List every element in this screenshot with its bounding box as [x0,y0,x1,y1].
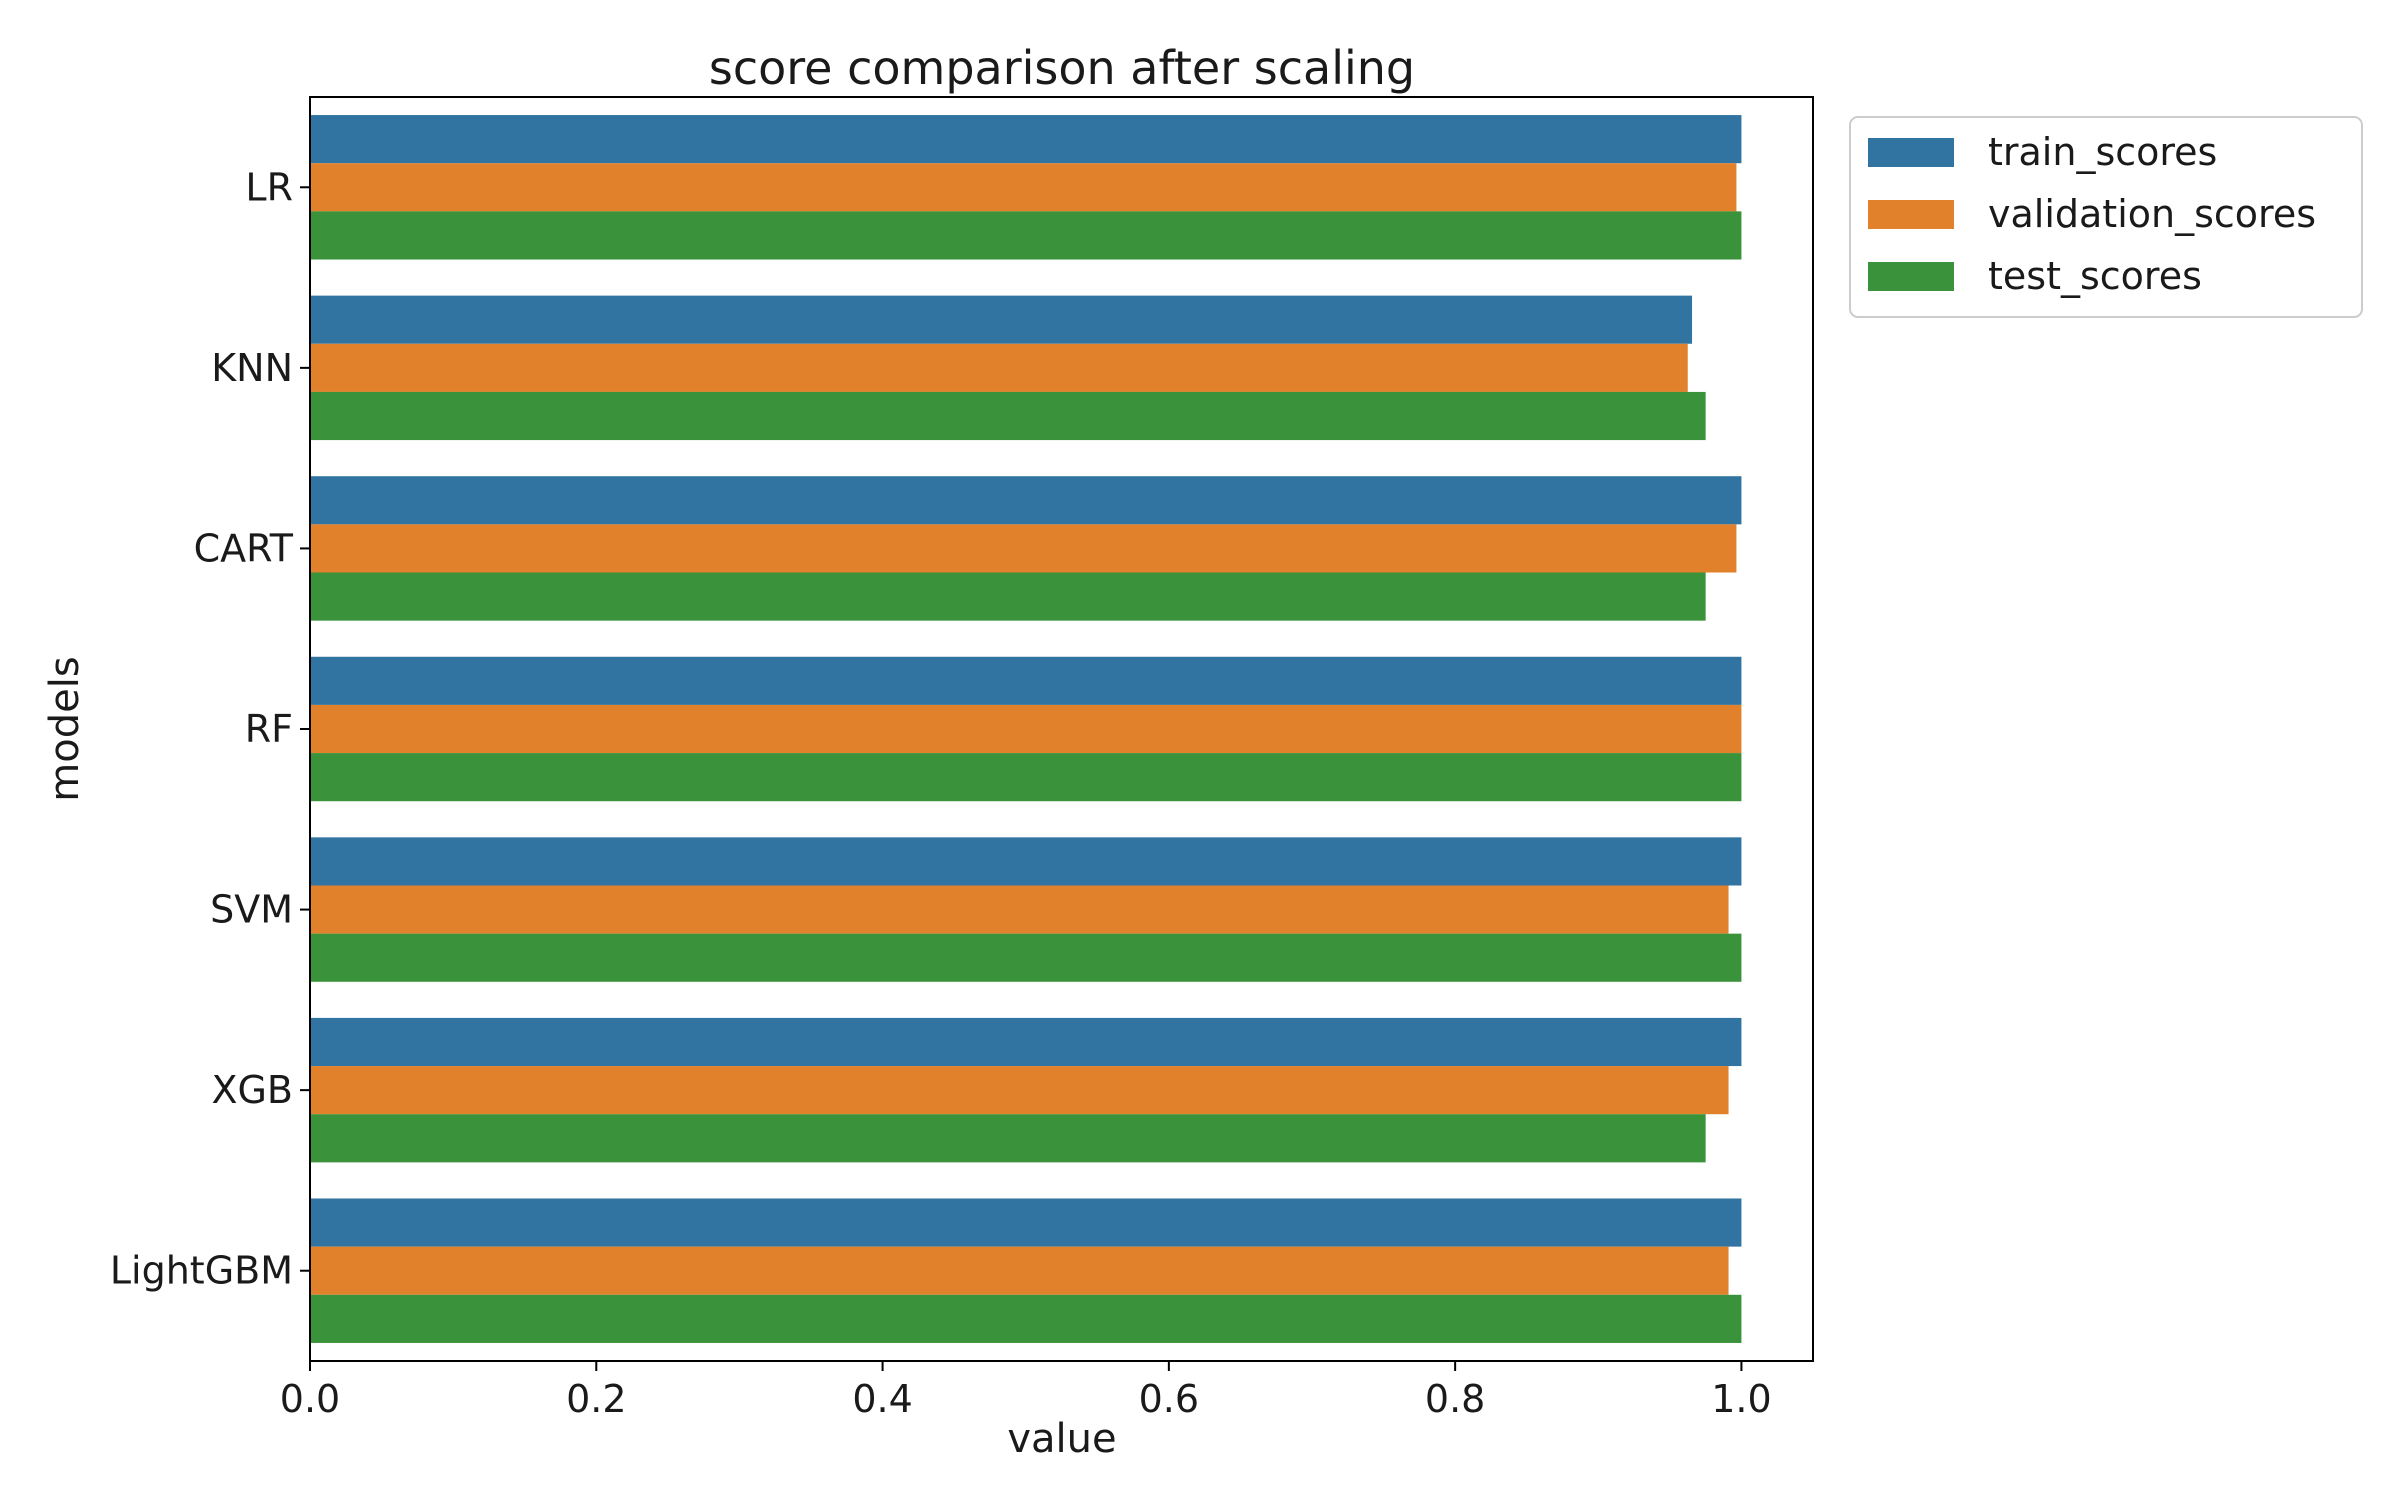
bar-knn-validation-scores [310,343,1688,392]
x-tick-label: 0.4 [852,1377,912,1421]
legend-label-validation-scores: validation_scores [1988,192,2316,236]
x-axis-label: value [1007,1416,1116,1462]
y-axis-label: models [42,656,88,801]
bar-lightgbm-test-scores [310,1294,1742,1343]
bar-svm-train-scores [310,837,1742,886]
legend-swatch-train-scores [1868,138,1954,167]
legend: train_scores validation_scores test_scores [1849,116,2363,318]
legend-label-test-scores: test_scores [1988,254,2202,298]
legend-frame [1849,116,2363,318]
x-tick-label: 1.0 [1711,1377,1771,1421]
x-tick-label: 0.6 [1139,1377,1199,1421]
y-tick-label-lightgbm: LightGBM [110,1249,293,1293]
y-axis: LR KNN CART RF SVM XGB LightGBM [110,165,310,1293]
y-tick-label-cart: CART [194,526,294,570]
y-tick-label-xgb: XGB [211,1068,293,1112]
x-tick-label: 0.2 [566,1377,626,1421]
bar-rf-validation-scores [310,704,1742,754]
chart-title: score comparison after scaling [709,41,1415,95]
bar-lightgbm-validation-scores [310,1246,1729,1295]
bar-knn-train-scores [310,295,1693,344]
bar-lr-test-scores [310,211,1742,260]
bar-lightgbm-train-scores [310,1198,1742,1247]
bar-svm-test-scores [310,933,1742,982]
y-tick-label-svm: SVM [210,888,293,932]
bar-cart-validation-scores [310,524,1737,573]
bar-cart-train-scores [310,476,1742,525]
bar-rf-train-scores [310,656,1742,705]
bar-lr-validation-scores [310,163,1737,212]
bar-xgb-validation-scores [310,1066,1729,1115]
bar-svm-validation-scores [310,885,1729,934]
x-tick-label: 0.0 [280,1377,340,1421]
x-axis: 0.0 0.2 0.4 0.6 0.8 1.0 [280,1361,1772,1421]
bar-cart-test-scores [310,572,1706,621]
y-tick-label-rf: RF [245,707,293,751]
y-tick-label-knn: KNN [211,346,293,390]
bar-xgb-train-scores [310,1017,1742,1067]
bar-knn-test-scores [310,391,1706,441]
bar-lr-train-scores [310,115,1742,164]
legend-swatch-validation-scores [1868,200,1954,229]
y-tick-label-lr: LR [245,165,293,209]
legend-swatch-test-scores [1868,262,1954,291]
x-tick-label: 0.8 [1425,1377,1485,1421]
bar-xgb-test-scores [310,1114,1706,1163]
bars-layer [310,115,1742,1343]
legend-label-train-scores: train_scores [1988,130,2217,174]
bar-rf-test-scores [310,753,1742,802]
